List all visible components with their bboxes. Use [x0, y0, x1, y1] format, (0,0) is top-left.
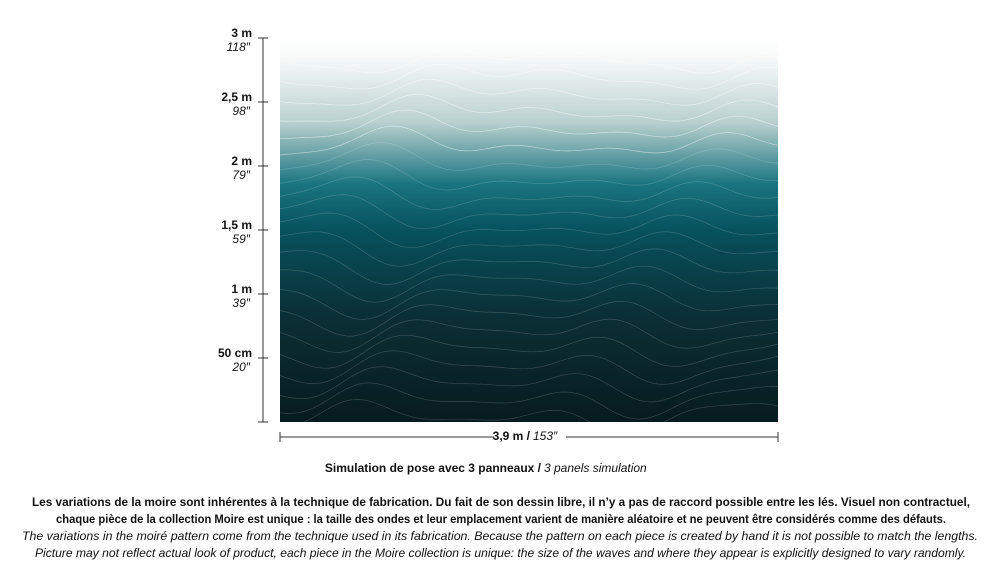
wave-line: [280, 142, 778, 171]
caption-en: 3 panels simulation: [544, 461, 647, 475]
wave-line: [280, 248, 778, 285]
wave-line: [280, 194, 778, 230]
wave-line: [280, 159, 778, 191]
wave-line: [280, 212, 778, 249]
height-metric: 50 cm: [218, 346, 252, 360]
wave-line: [280, 283, 778, 320]
wave-line: [280, 109, 778, 140]
wave-line: [280, 350, 778, 385]
wave-line: [280, 265, 778, 303]
wallpaper-preview: [280, 38, 778, 422]
wave-line: [280, 382, 778, 420]
wave-line: [280, 366, 778, 403]
wave-line: [280, 300, 778, 337]
wave-line: [280, 176, 778, 210]
height-imperial: 39″: [232, 296, 250, 310]
caption-fr: Simulation de pose avec 3 panneaux /: [325, 461, 542, 475]
height-metric: 2 m: [231, 154, 252, 168]
wave-line: [280, 318, 778, 353]
disclaimer-line: Picture may not reflect actual look of p…: [35, 546, 966, 560]
height-imperial: 98″: [232, 104, 250, 118]
wave-line: [280, 94, 778, 122]
label-bg: [494, 428, 566, 446]
height-imperial: 118″: [227, 40, 251, 54]
width-imperial: 153″: [533, 429, 558, 443]
height-metric: 1,5 m: [221, 218, 252, 232]
wave-line: [303, 399, 778, 422]
height-imperial: 79″: [232, 168, 250, 182]
width-metric: 3,9 m /: [493, 429, 531, 443]
disclaimer-line: Les variations de la moire sont inhérent…: [32, 495, 970, 509]
disclaimer-line: chaque pièce de la collection Moire est …: [56, 512, 946, 526]
height-imperial: 59″: [232, 232, 250, 246]
height-metric: 2,5 m: [221, 90, 252, 104]
height-metric: 1 m: [231, 282, 252, 296]
height-imperial: 20″: [231, 360, 250, 374]
wave-line: [280, 78, 778, 106]
wave-line: [280, 49, 778, 74]
height-metric: 3 m: [231, 26, 252, 40]
disclaimer-line: The variations in the moiré pattern come…: [22, 529, 978, 543]
wave-line: [280, 231, 778, 267]
wave-line: [280, 334, 778, 369]
wave-line: [280, 125, 778, 156]
wave-line: [280, 63, 778, 90]
moire-pattern: [280, 49, 778, 422]
